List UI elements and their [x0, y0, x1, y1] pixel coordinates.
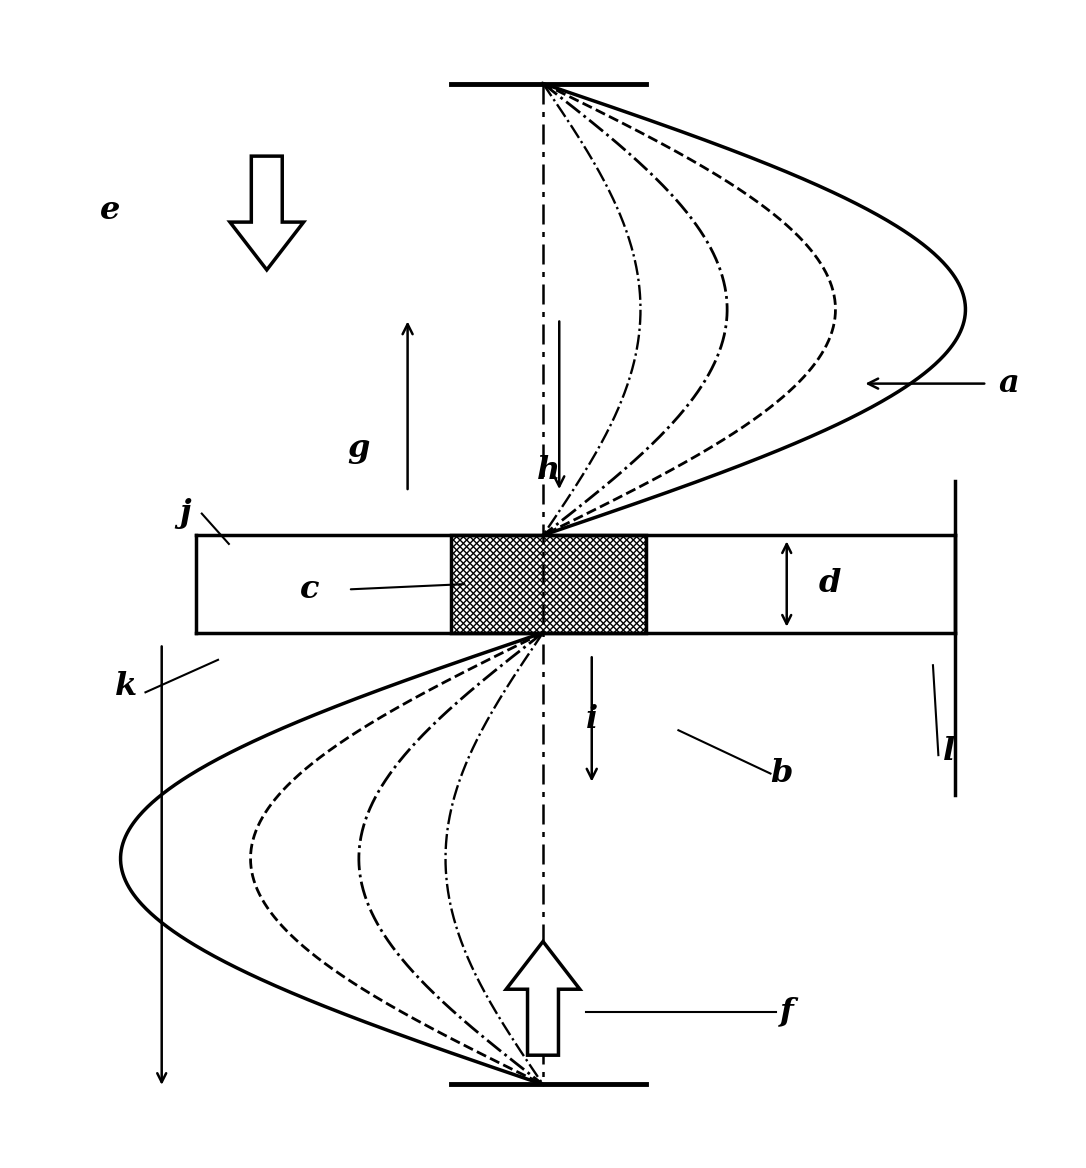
Text: k: k: [115, 672, 137, 702]
Polygon shape: [506, 941, 580, 1055]
Bar: [451, 535, 646, 633]
Text: e: e: [100, 195, 119, 225]
Text: h: h: [536, 454, 560, 486]
Text: f: f: [780, 996, 794, 1028]
Text: i: i: [585, 704, 597, 735]
Text: a: a: [998, 368, 1019, 399]
Text: l: l: [943, 736, 956, 767]
Polygon shape: [230, 157, 304, 270]
Text: j: j: [179, 498, 191, 529]
Bar: [451, 535, 646, 633]
Text: b: b: [770, 758, 793, 790]
Text: d: d: [819, 569, 842, 599]
Text: c: c: [301, 573, 320, 605]
Text: g: g: [348, 433, 370, 464]
